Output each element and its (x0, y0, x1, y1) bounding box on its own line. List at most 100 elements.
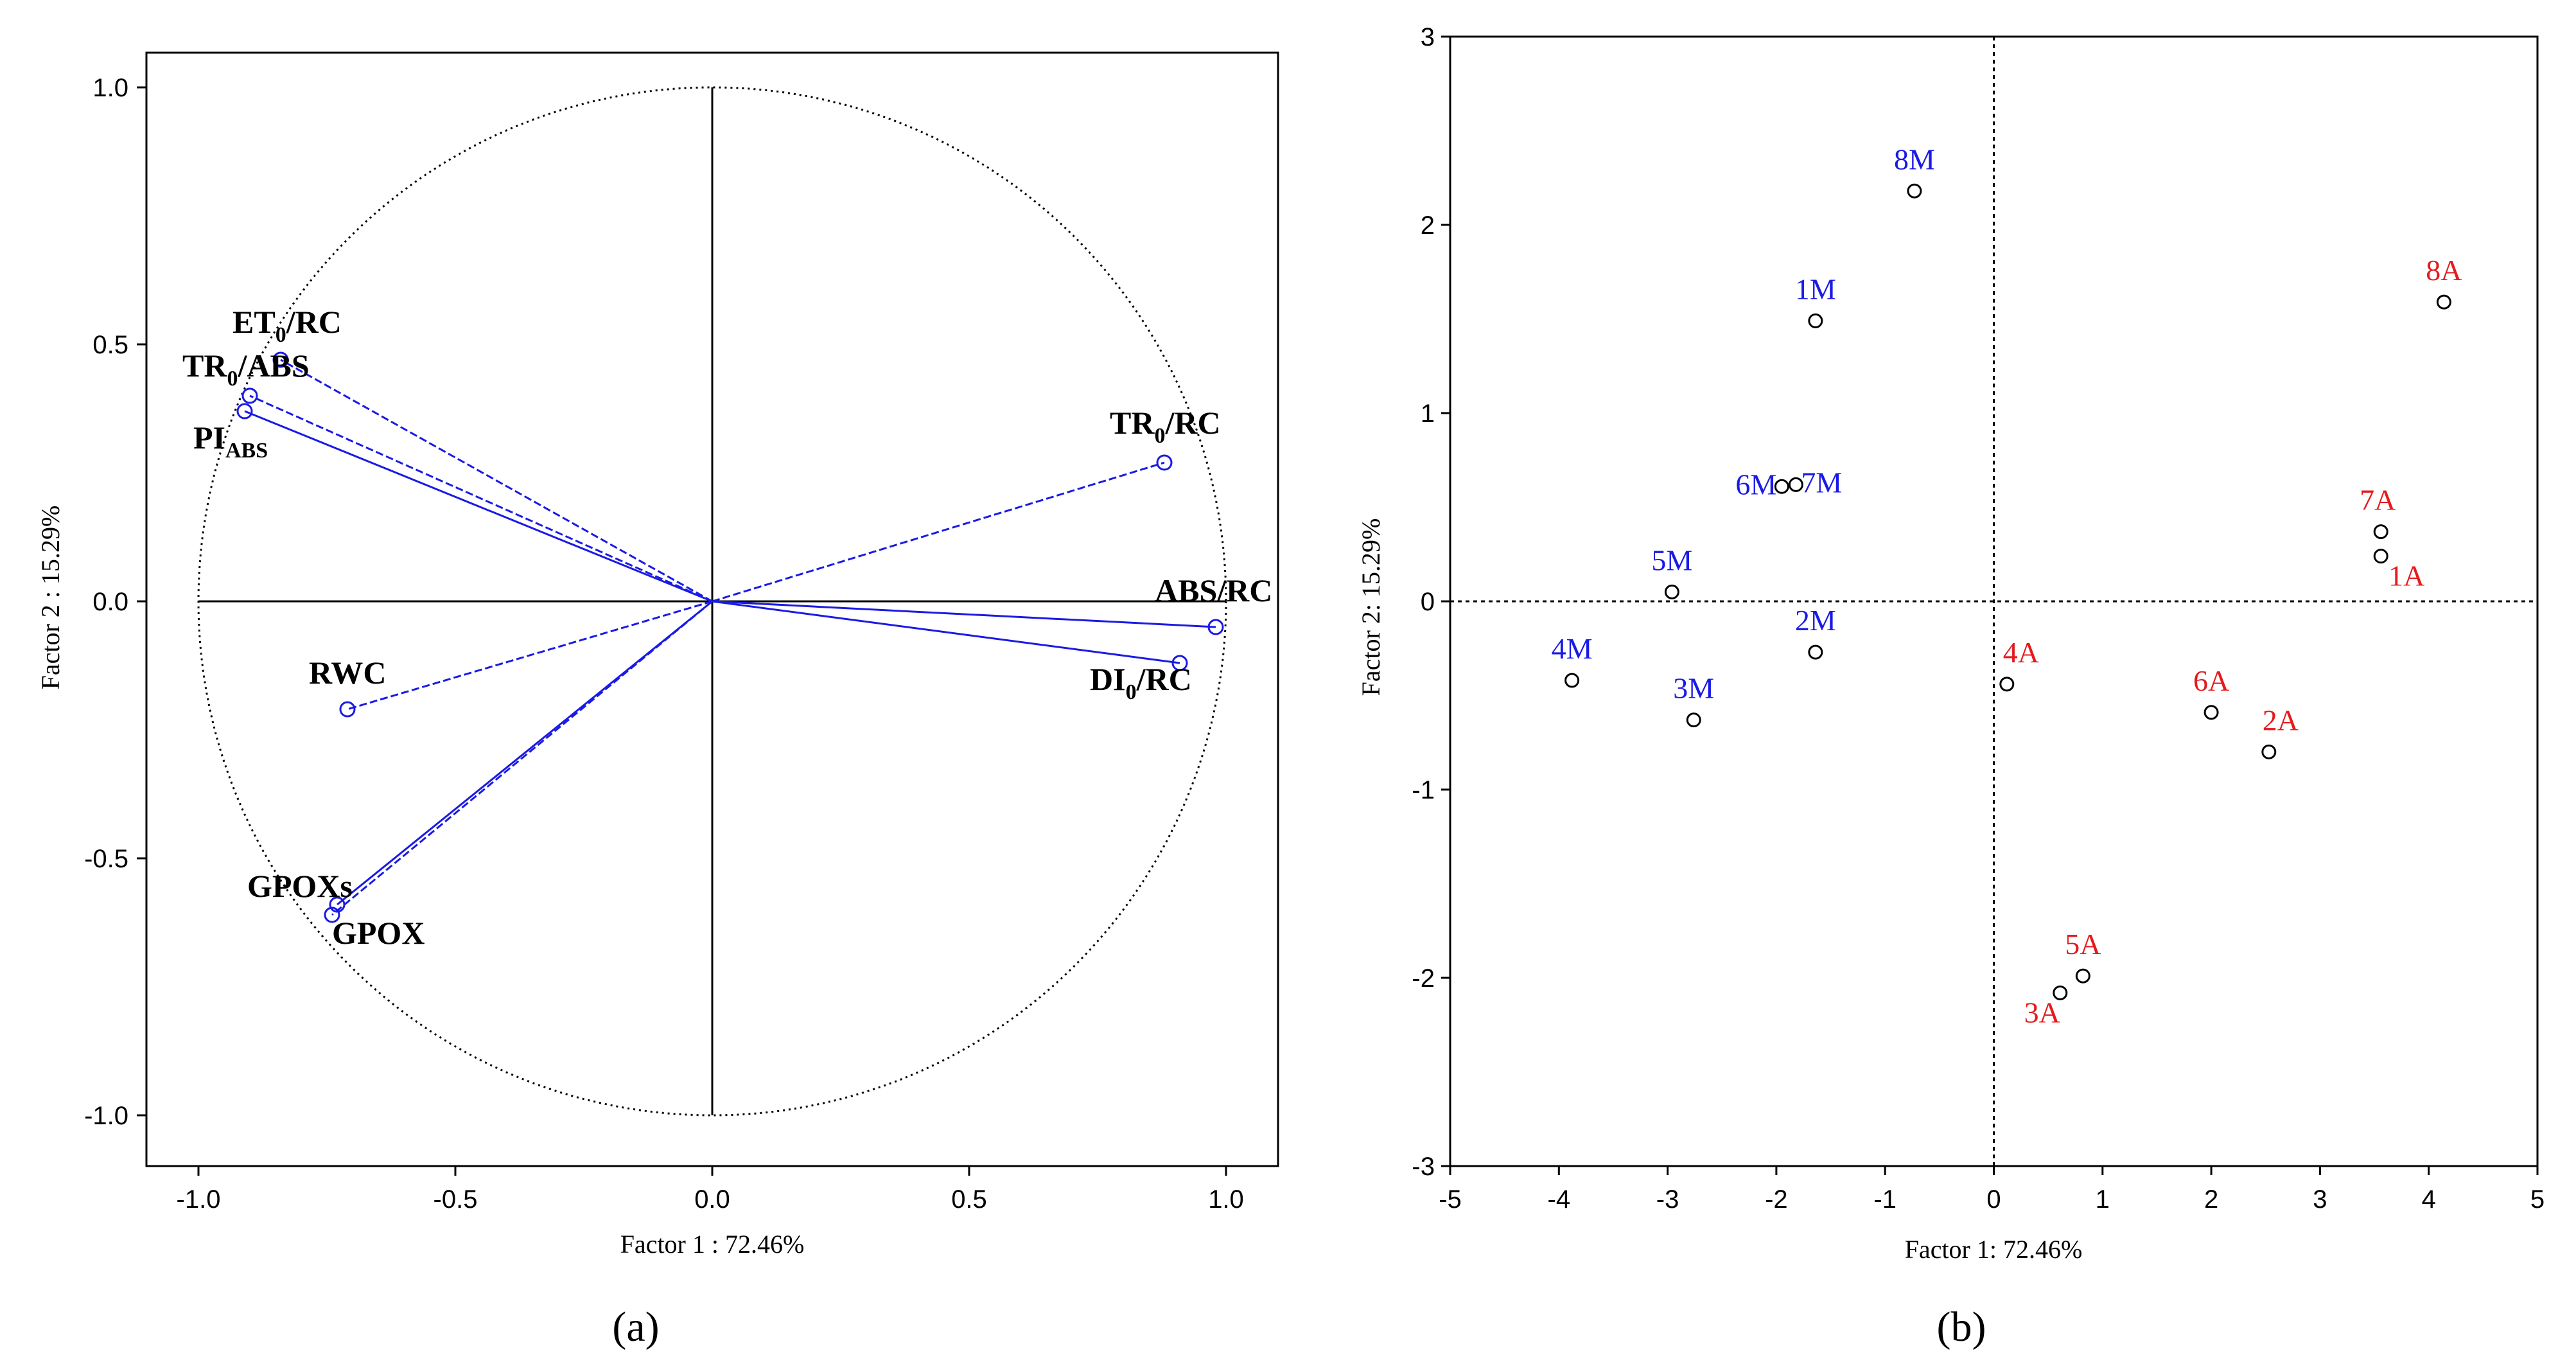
loading-point (339, 701, 356, 718)
variable-label: DI0/RC (1090, 661, 1192, 704)
variable-label: TR0/RC (1110, 405, 1221, 448)
x-tick-label: 4 (2422, 1185, 2436, 1214)
score-point-label: 1M (1795, 272, 1836, 305)
panel-a-correlation-circle: -1.0 -0.5 0.0 0.5 1.0 -1.0 -0.5 0.0 0.5 1.0 ET0/R… (36, 51, 1279, 1350)
panel-b-ticks: -5 -4 -3 -2 -1 0 1 2 3 4 5 -3 -2 -1 0 1 2 3 (1412, 23, 2545, 1214)
loading-vector (249, 394, 713, 603)
y-tick-label: 1 (1421, 400, 1435, 428)
score-point-label: 4A (2003, 636, 2039, 669)
score-point-label: 8M (1894, 143, 1935, 175)
score-point-label: 4M (1552, 632, 1593, 665)
y-tick-label: -1.0 (84, 1102, 128, 1130)
x-tick-label: 0 (1986, 1185, 2001, 1214)
panel-a-x-axis-label: Factor 1 : 72.46% (620, 1230, 805, 1259)
score-point (2053, 985, 2068, 1000)
x-tick-label: 0.0 (694, 1185, 730, 1214)
score-point-label: 5M (1651, 544, 1692, 576)
score-point-label: 2A (2263, 703, 2299, 736)
loading-vector (331, 600, 713, 916)
y-tick-label: -2 (1412, 964, 1435, 993)
score-point (1564, 673, 1580, 688)
score-point-label: 7A (2360, 484, 2396, 517)
score-point-label: 6A (2193, 664, 2229, 697)
panel-b-grid (1450, 37, 2537, 1166)
loading-vector (347, 600, 713, 711)
score-point-label: 3M (1673, 672, 1714, 705)
x-tick-label: 0.5 (951, 1185, 987, 1214)
y-tick-label: -1 (1412, 776, 1435, 804)
x-tick-label: -4 (1548, 1185, 1571, 1214)
score-point-label: 7M (1801, 466, 1842, 499)
panel-a-loading-vectors (236, 351, 1224, 923)
panel-a-y-axis-label: Factor 2 : 15.29% (36, 506, 65, 690)
loading-vector (280, 358, 713, 603)
score-point (2075, 968, 2090, 984)
score-point (2204, 705, 2219, 720)
panel-a-label: (a) (612, 1304, 659, 1350)
panel-b-label: (b) (1937, 1304, 1986, 1350)
panel-b-x-axis-label: Factor 1: 72.46% (1905, 1235, 2083, 1264)
loading-vector (712, 461, 1165, 603)
variable-label: TR0/ABS (182, 348, 310, 391)
panel-a-ticks: -1.0 -0.5 0.0 0.5 1.0 -1.0 -0.5 0.0 0.5 1.0 (84, 74, 1244, 1214)
score-point-label: 6M (1735, 468, 1776, 500)
panel-b-points: 8M 1M 6M 7M 5M 2M 4M 3M 8A 7A 1A 4A 6A 2A 5A 3A (1552, 143, 2462, 1029)
x-tick-label: -0.5 (434, 1185, 478, 1214)
loading-point (1171, 655, 1188, 671)
score-point (2436, 294, 2451, 310)
x-tick-label: -1 (1873, 1185, 1897, 1214)
panel-b-y-axis-label: Factor 2: 15.29% (1356, 518, 1385, 696)
score-point-label: 5A (2065, 928, 2101, 960)
y-tick-label: 0.5 (92, 331, 128, 359)
score-point (1808, 644, 1823, 660)
y-tick-label: 0.0 (92, 588, 128, 616)
loading-point (1156, 454, 1173, 471)
loading-vector (712, 600, 1216, 628)
loading-vector (244, 410, 713, 603)
y-tick-label: -0.5 (84, 845, 128, 873)
y-tick-label: 0 (1421, 588, 1435, 616)
loading-vector (712, 600, 1180, 664)
variable-label: ET0/RC (232, 304, 342, 347)
loading-point (241, 387, 258, 404)
score-point (2373, 549, 2388, 564)
x-tick-label: 5 (2530, 1185, 2545, 1214)
variable-label: PIABS (193, 420, 268, 463)
loading-point (272, 351, 289, 368)
x-tick-label: -5 (1439, 1185, 1462, 1214)
x-tick-label: -1.0 (177, 1185, 221, 1214)
score-point-label: 8A (2426, 254, 2462, 287)
score-point (1774, 479, 1789, 494)
score-point-label: 3A (2024, 996, 2060, 1029)
variable-label: RWC (309, 655, 386, 691)
x-tick-label: -3 (1656, 1185, 1679, 1214)
loading-point (1207, 619, 1224, 635)
score-point (1788, 477, 1803, 492)
score-point-label: 1A (2388, 560, 2424, 592)
x-tick-label: 1 (2096, 1185, 2110, 1214)
y-tick-label: 2 (1421, 211, 1435, 240)
score-point (1808, 313, 1823, 328)
score-point-label: 2M (1795, 604, 1836, 637)
score-point (1907, 183, 1922, 199)
variable-label: GPOXs (247, 868, 353, 904)
score-point (2261, 744, 2277, 759)
score-point (1999, 677, 2015, 692)
loading-point (236, 403, 253, 420)
x-tick-label: 2 (2204, 1185, 2218, 1214)
y-tick-label: -3 (1412, 1153, 1435, 1181)
y-tick-label: 1.0 (92, 74, 128, 102)
loading-point (324, 907, 340, 923)
score-point (1664, 584, 1679, 599)
y-tick-label: 3 (1421, 23, 1435, 51)
x-tick-label: -2 (1765, 1185, 1788, 1214)
score-point (2373, 524, 2388, 540)
score-point (1686, 712, 1701, 728)
x-tick-label: 1.0 (1208, 1185, 1244, 1214)
panel-b-score-plot: -5 -4 -3 -2 -1 0 1 2 3 4 5 -3 -2 -1 0 1 2 3 8M 1M 6M 7M 5M 2M 4… (1356, 23, 2545, 1350)
x-tick-label: 3 (2313, 1185, 2327, 1214)
variable-label: GPOX (332, 915, 425, 951)
variable-label: ABS/RC (1155, 572, 1272, 608)
